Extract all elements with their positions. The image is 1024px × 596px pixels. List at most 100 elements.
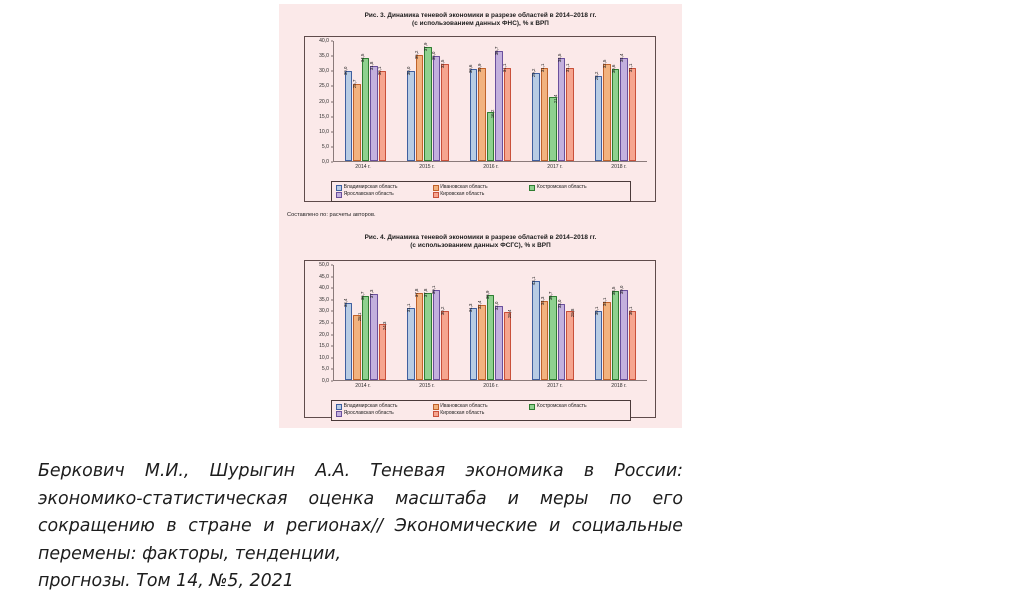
legend-swatch-icon [529,403,536,410]
bar: 30,9 [477,64,486,161]
chart-fig3-plot-area: 30,0 25,7 34,5 31,8 30,1 30,0 35,2 37,9 35,0 32,5… [333,41,647,162]
legend-label: Ярославская область [343,410,394,416]
bar-value-label: 34,1 [602,297,608,306]
bar-value-label: 39,1 [431,285,437,295]
bar: 31,3 [468,304,478,380]
y-axis-tick-mark [331,264,333,266]
legend-swatch-icon [336,410,342,417]
bar-value-label: 30,9 [476,64,482,73]
bar-value-label: 31,8 [368,61,374,70]
bar-value-label: 37,9 [422,43,428,52]
y-axis-tick-mark [331,368,333,370]
legend-item[interactable]: Ярославская область [336,191,433,198]
y-axis-tick-mark [331,287,333,289]
citation-line-2: прогнозы. Том 14, №5, 2021 [38,571,294,591]
bar-value-label: 37,8 [414,288,420,298]
legend-label: Костромская область [536,184,587,190]
bar: 30,6 [611,65,620,161]
chart-fig4-x-axis: 2014 г. 2015 г. 2016 г. 2017 г. 2018 г. [331,383,651,389]
figure-4-caption-line-1: Рис. 4. Динамика теневой экономики в раз… [364,234,597,241]
legend-item[interactable]: Ивановская область [432,403,530,410]
y-axis-tick-label: 30,0 [319,308,329,315]
figure-3-caption-line-1: Рис. 3. Динамика теневой экономики в раз… [364,12,597,19]
bar: 32,5 [602,59,611,161]
y-axis-tick-label: 10,0 [319,128,329,135]
bar-value-label: 28,2 [593,72,599,81]
chart-fig3-frame: 40,0 35,0 30,0 25,0 20,0 15,0 10,0 5,0 0,0 30,0 2… [304,36,656,202]
y-axis-tick-mark [331,357,333,359]
bar-value-label: 31,3 [468,303,474,313]
bar: 30,6 [468,65,478,161]
y-axis-tick-label: 40,0 [319,285,329,292]
bar-group: 43,1 34,3 36,7 33,0 29,8 [522,265,585,380]
y-axis-tick-mark [331,299,333,301]
x-axis-tick-label: 2014 г. [355,383,371,389]
x-axis-tick-label: 2016 г. [483,164,499,170]
chart-fig3-bar-groups: 30,0 25,7 34,5 31,8 30,1 30,0 35,2 37,9 35,0 32,5… [334,41,647,161]
y-axis-tick-mark [331,55,333,57]
y-axis-tick-label: 5,0 [321,366,329,373]
chart-fig3-x-axis: 2014 г. 2015 г. 2016 г. 2017 г. 2018 г. [331,164,651,170]
bar-value-label: 31,1 [539,63,545,72]
legend-item[interactable]: Владимирская область [336,184,433,191]
bar-value-label: 31,1 [502,63,508,72]
bar: 29,2 [531,69,540,161]
bar: 34,5 [360,53,370,161]
legend-swatch-icon [336,191,342,198]
bar: 30,1 [594,307,603,380]
y-axis-tick-label: 20,0 [319,98,329,105]
bar: 31,1 [502,63,512,161]
legend-swatch-icon [336,184,342,191]
legend-item[interactable]: Ярославская область [336,410,433,417]
bar: 32,5 [440,59,449,161]
bar-value-label: 24,3 [382,321,388,331]
chart-fig3-plot: 40,0 35,0 30,0 25,0 20,0 15,0 10,0 5,0 0,0 30,0 2… [307,38,651,165]
bar: 37,9 [423,43,432,161]
y-axis-tick-label: 45,0 [319,273,329,280]
legend-item[interactable]: Кировская область [432,410,530,417]
y-axis-tick-label: 10,0 [319,354,329,361]
bar-value-label: 36,9 [485,290,491,300]
y-axis-tick-label: 5,0 [321,143,329,150]
bar: 31,1 [406,304,415,380]
y-axis-tick-mark [331,131,333,133]
bar: 37,8 [414,289,424,380]
bar-group: 30,1 34,1 38,5 39,0 30,1 [584,265,647,380]
legend-item[interactable]: Владимирская область [336,403,433,410]
bar: 31,8 [369,61,378,161]
y-axis-tick-mark [331,380,333,382]
y-axis-tick-mark [331,345,333,347]
legend-item[interactable]: Кировская область [432,191,530,198]
y-axis-tick-label: 15,0 [319,113,329,120]
bar: 38,5 [611,287,620,380]
y-axis-tick-label: 50,0 [319,262,329,268]
bar-value-label: 31,1 [627,63,633,72]
y-axis-tick-label: 35,0 [319,296,329,303]
bar: 25,7 [352,80,361,161]
bar: 34,4 [619,54,628,161]
legend-item[interactable]: Ивановская область [432,184,530,191]
x-axis-tick-label: 2018 г. [611,164,627,170]
bar: 31,1 [628,63,637,161]
bar-value-label: 37,3 [368,289,374,299]
bar: 43,1 [531,277,540,380]
y-axis-tick-mark [331,101,333,102]
y-axis-tick-mark [331,146,333,148]
x-axis-tick-label: 2018 г. [611,383,627,389]
bar-value-label: 43,1 [531,276,537,286]
legend-swatch-icon [529,184,536,191]
bar-group: 29,2 31,1 21,4 34,5 31,1 [522,41,585,161]
y-axis-tick-label: 15,0 [319,343,329,350]
legend-item[interactable]: Костромская область [529,403,626,410]
legend-item[interactable]: Костромская область [529,184,626,191]
citation-line-1: Беркович М.И., Шурыгин А.А. Теневая экон… [38,461,683,564]
bar: 33,4 [343,299,353,380]
bar: 31,1 [540,63,549,161]
bar-value-label: 34,5 [556,53,562,62]
bar-value-label: 34,4 [619,53,625,63]
y-axis-tick-label: 25,0 [319,320,329,326]
legend-label: Ярославская область [343,191,394,197]
y-axis-tick-mark [331,40,333,42]
legend-swatch-icon [432,191,439,198]
legend-label: Владимирская область [343,403,398,409]
